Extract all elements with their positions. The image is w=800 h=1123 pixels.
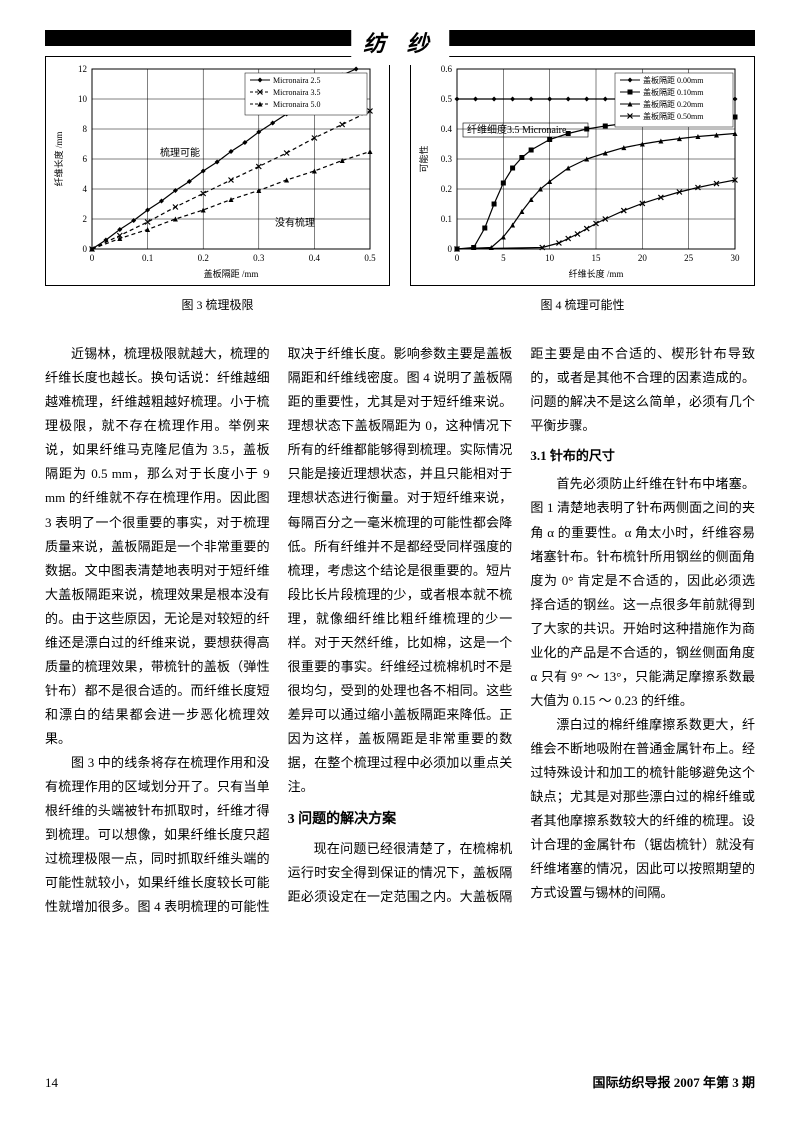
svg-text:盖板隔距 0.20mm: 盖板隔距 0.20mm [643, 99, 704, 109]
svg-text:0.2: 0.2 [441, 184, 452, 194]
chart-left: 0 0.1 0.2 0.3 0.4 0.5 0 2 4 6 8 10 12 盖板隔距 /mm 纤维长度 /m… [45, 56, 390, 286]
svg-text:2: 2 [83, 214, 88, 224]
svg-text:盖板隔距 0.10mm: 盖板隔距 0.10mm [643, 87, 704, 97]
chart2-caption: 图 4 梳理可能性 [410, 294, 755, 316]
svg-text:0: 0 [448, 244, 453, 254]
chart-right: 0 5 10 15 20 25 30 0 0.1 0.2 0.3 0.4 0.5 0.6 纤维长度 /mm 可… [410, 56, 755, 286]
charts-row: 0 0.1 0.2 0.3 0.4 0.5 0 2 4 6 8 10 12 盖板隔距 /mm 纤维长度 /m… [45, 56, 755, 334]
svg-text:15: 15 [592, 253, 602, 263]
svg-text:0.3: 0.3 [253, 253, 265, 263]
svg-text:没有梳理: 没有梳理 [275, 216, 315, 229]
section-3-heading: 3 问题的解决方案 [288, 807, 513, 833]
svg-text:Micronaira 3.5: Micronaira 3.5 [273, 88, 321, 97]
svg-text:0.6: 0.6 [441, 64, 453, 74]
svg-text:0: 0 [83, 244, 88, 254]
svg-text:20: 20 [638, 253, 648, 263]
chart-left-wrapper: 0 0.1 0.2 0.3 0.4 0.5 0 2 4 6 8 10 12 盖板隔距 /mm 纤维长度 /m… [45, 56, 390, 334]
svg-text:0.3: 0.3 [441, 154, 453, 164]
svg-text:8: 8 [83, 124, 88, 134]
svg-text:0: 0 [90, 253, 95, 263]
svg-text:0.4: 0.4 [441, 124, 453, 134]
svg-text:纤维长度 /mm: 纤维长度 /mm [569, 268, 624, 279]
svg-text:0.5: 0.5 [364, 253, 376, 263]
svg-text:0.4: 0.4 [309, 253, 321, 263]
svg-text:0.2: 0.2 [198, 253, 209, 263]
svg-text:0.5: 0.5 [441, 94, 453, 104]
svg-text:盖板隔距 /mm: 盖板隔距 /mm [204, 268, 259, 279]
chart1-svg: 0 0.1 0.2 0.3 0.4 0.5 0 2 4 6 8 10 12 盖板隔距 /mm 纤维长度 /m… [50, 61, 380, 281]
chart2-svg: 0 5 10 15 20 25 30 0 0.1 0.2 0.3 0.4 0.5 0.6 纤维长度 /mm 可… [415, 61, 745, 281]
svg-text:纤维细度3.5 Micronaire: 纤维细度3.5 Micronaire [467, 123, 567, 136]
svg-text:10: 10 [545, 253, 555, 263]
chart-right-wrapper: 0 5 10 15 20 25 30 0 0.1 0.2 0.3 0.4 0.5 0.6 纤维长度 /mm 可… [410, 56, 755, 334]
svg-text:25: 25 [684, 253, 694, 263]
svg-text:10: 10 [78, 94, 88, 104]
svg-text:纤维长度 /mm: 纤维长度 /mm [53, 132, 64, 187]
svg-text:盖板隔距 0.50mm: 盖板隔距 0.50mm [643, 111, 704, 121]
paragraph-5: 漂白过的棉纤维摩擦系数更大，纤维会不断地吸附在普通金属针布上。经过特殊设计和加工… [530, 713, 755, 905]
header-bar: 纺 纱 [45, 30, 755, 46]
svg-text:可能性: 可能性 [418, 145, 429, 172]
svg-text:盖板隔距 0.00mm: 盖板隔距 0.00mm [643, 75, 704, 85]
page-number: 14 [45, 1071, 58, 1095]
svg-text:12: 12 [78, 64, 87, 74]
svg-text:Micronaira 5.0: Micronaira 5.0 [273, 100, 321, 109]
svg-text:梳理可能: 梳理可能 [160, 146, 200, 159]
svg-text:0: 0 [455, 253, 460, 263]
paragraph-1: 近锡林，梳理极限就越大，梳理的纤维长度也越长。换句话说：纤维越细越难梳理，纤维越… [45, 342, 270, 751]
svg-text:6: 6 [83, 154, 88, 164]
svg-text:0.1: 0.1 [441, 214, 452, 224]
header-title: 纺 纱 [351, 24, 449, 65]
svg-text:4: 4 [83, 184, 88, 194]
body-columns: 近锡林，梳理极限就越大，梳理的纤维长度也越长。换句话说：纤维越细越难梳理，纤维越… [45, 342, 755, 919]
chart1-caption: 图 3 梳理极限 [45, 294, 390, 316]
paragraph-4: 首先必须防止纤维在针布中堵塞。图 1 清楚地表明了针布两侧面之间的夹角 α 的重… [530, 472, 755, 712]
journal-name: 国际纺织导报 2007 年第 3 期 [592, 1071, 755, 1095]
svg-text:0.1: 0.1 [142, 253, 153, 263]
page-footer: 14 国际纺织导报 2007 年第 3 期 [45, 1071, 755, 1095]
svg-text:5: 5 [501, 253, 506, 263]
section-3-1-heading: 3.1 针布的尺寸 [530, 444, 755, 468]
svg-text:Micronaira 2.5: Micronaira 2.5 [273, 76, 321, 85]
svg-text:30: 30 [731, 253, 741, 263]
